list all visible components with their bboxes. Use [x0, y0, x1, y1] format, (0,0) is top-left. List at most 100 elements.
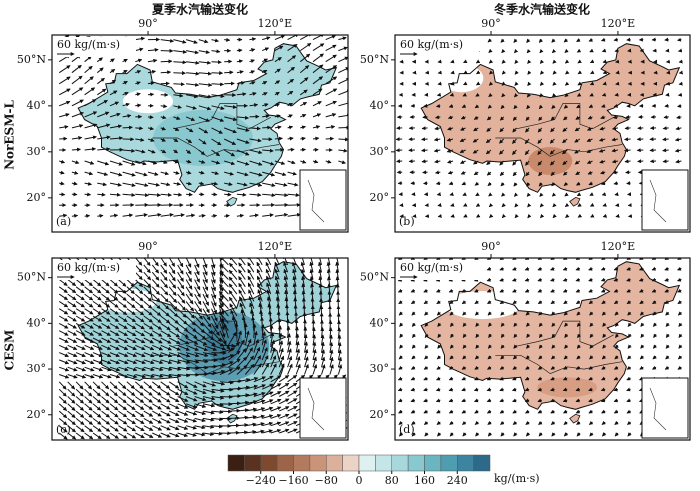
wind-arrow — [85, 56, 92, 61]
wind-arrow — [502, 73, 503, 74]
wind-arrow — [59, 294, 67, 300]
wind-arrow — [76, 309, 85, 314]
lat-label: 20° — [370, 408, 390, 421]
hainan — [570, 197, 580, 206]
lat-label: 50°N — [360, 271, 389, 284]
wind-arrow — [93, 411, 101, 417]
wind-arrow — [288, 383, 297, 389]
wind-arrow — [102, 287, 110, 293]
wind-arrow — [338, 150, 347, 151]
wind-arrow — [68, 397, 75, 404]
wind-arrow — [93, 397, 101, 404]
wind-arrow — [564, 411, 568, 413]
wind-arrow — [462, 389, 466, 390]
lon-label: 90° — [138, 17, 158, 30]
wind-arrow — [110, 59, 114, 62]
wind-arrow — [501, 183, 504, 186]
wind-arrow — [627, 378, 631, 380]
wind-arrow — [602, 40, 606, 41]
wind-arrow — [625, 150, 631, 151]
wind-arrow — [515, 205, 517, 207]
colorbar-cell — [261, 455, 277, 471]
wind-arrow — [425, 345, 428, 348]
wind-arrow — [665, 106, 669, 107]
wind-arrow — [76, 294, 84, 300]
wind-arrow — [502, 205, 504, 207]
wind-arrow — [224, 216, 229, 217]
wind-arrow — [93, 301, 101, 307]
wind-arrow — [135, 404, 144, 410]
wind-arrow — [615, 422, 618, 424]
wind-arrow — [641, 323, 644, 326]
wind-arrow — [300, 43, 311, 50]
wind-arrow — [220, 345, 235, 346]
wind-arrow — [338, 115, 350, 117]
wind-arrow — [326, 89, 337, 95]
wind-arrow — [540, 194, 542, 196]
wind-arrow — [135, 418, 144, 423]
wind-arrow — [437, 356, 440, 359]
wind-arrow — [110, 215, 118, 216]
wind-arrow — [110, 389, 118, 396]
wind-arrow — [85, 353, 94, 357]
wind-arrow — [628, 323, 631, 326]
colorbar-cell — [441, 455, 457, 471]
wind-arrow — [412, 301, 415, 303]
wind-arrow — [539, 40, 542, 43]
colorbar-cell — [244, 455, 260, 471]
wind-arrow — [85, 294, 93, 300]
wind-arrow — [288, 375, 297, 381]
wind-arrow — [526, 411, 530, 413]
lat-label: 30° — [27, 362, 47, 375]
wind-arrow — [161, 389, 170, 395]
wind-arrow — [603, 216, 605, 217]
wind-arrow — [326, 161, 331, 163]
wind-arrow — [515, 84, 517, 86]
wind-arrow — [435, 139, 441, 140]
wind-arrow — [72, 125, 83, 128]
wind-arrow — [85, 345, 94, 349]
lon-label: 120°E — [601, 240, 636, 253]
colorbar-label: 160 — [414, 474, 435, 487]
wind-arrow — [300, 127, 305, 128]
wind-arrow — [123, 172, 136, 176]
wind-arrow — [313, 138, 319, 139]
wind-arrow — [301, 248, 304, 258]
wind-arrow — [102, 426, 110, 432]
wind-arrow — [161, 40, 174, 42]
wind-arrow — [319, 248, 322, 258]
wind-arrow — [411, 290, 415, 292]
wind-arrow — [212, 73, 223, 74]
wind-arrow — [565, 62, 567, 63]
wind-arrow — [127, 426, 136, 431]
wind-arrow — [68, 367, 77, 371]
colorbar-cell — [425, 455, 441, 471]
wind-arrow — [515, 73, 516, 75]
lon-label: 120°E — [258, 17, 293, 30]
wind-arrow — [85, 382, 92, 389]
wind-arrow — [85, 375, 95, 378]
wind-arrow — [199, 73, 212, 74]
wind-arrow — [85, 316, 94, 321]
wind-arrow — [475, 422, 478, 424]
wind-arrow — [540, 62, 542, 64]
wind-arrow — [76, 389, 83, 396]
wind-arrow — [525, 280, 529, 281]
wind-arrow — [513, 280, 517, 281]
wind-arrow — [144, 433, 153, 438]
wind-arrow — [678, 269, 682, 270]
wind-arrow — [169, 382, 179, 388]
wind-arrow — [93, 404, 101, 410]
wind-arrow — [501, 433, 504, 436]
wind-arrow — [169, 389, 179, 395]
wind-arrow — [262, 183, 275, 186]
wind-arrow — [590, 433, 593, 436]
wind-arrow — [97, 161, 108, 165]
wind-arrow — [665, 269, 669, 270]
wind-arrow — [110, 183, 121, 185]
wind-arrow — [85, 411, 93, 417]
wind-arrow — [665, 40, 669, 41]
wind-arrow — [489, 205, 491, 207]
wind-arrow — [614, 389, 618, 390]
wind-arrow — [676, 150, 682, 151]
